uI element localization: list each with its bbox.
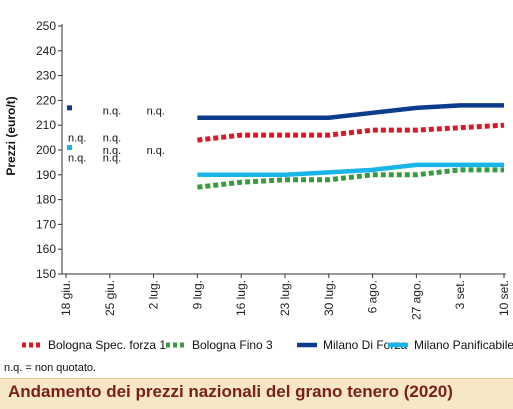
y-tick-label: 160 <box>36 242 56 256</box>
y-tick-label: 150 <box>36 267 56 281</box>
y-axis-label: Prezzi (euro/t) <box>4 96 18 175</box>
series-line-0 <box>197 122 505 143</box>
footnote: n.q. = non quotato. <box>4 362 97 374</box>
y-tick-label: 210 <box>36 118 56 132</box>
legend-label: Bologna Spec. forza 1 <box>48 338 166 352</box>
x-tick-label: 18 giu. <box>59 280 73 316</box>
data-point <box>67 145 72 151</box>
legend-label: Bologna Fino 3 <box>192 338 273 352</box>
y-tick-label: 170 <box>36 217 56 231</box>
y-tick-label: 220 <box>36 93 56 107</box>
y-tick-label: 250 <box>36 19 56 33</box>
x-tick-label: 16 lug. <box>234 280 248 316</box>
x-tick-label: 10 set. <box>497 280 511 316</box>
nq-label: n.q. <box>147 145 165 157</box>
y-tick-labels: 150 160 170 180 190 200 210 220 230 240 250 <box>36 19 62 281</box>
title-bar: Andamento dei prezzi nazionali del grano… <box>0 378 513 409</box>
x-tick-label: 9 lug. <box>190 280 204 309</box>
nq-label: n.q. <box>68 133 86 145</box>
x-tick-label: 27 ago. <box>409 280 423 320</box>
y-tick-label: 180 <box>36 193 56 207</box>
legend-label: Milano Di Forza <box>323 338 407 352</box>
x-tick-label: 30 lug. <box>322 280 336 316</box>
nq-label: n.q. <box>103 105 121 117</box>
series-line-2 <box>197 103 504 121</box>
y-tick-label: 200 <box>36 143 56 157</box>
series-lines <box>67 103 505 190</box>
data-point <box>67 105 72 111</box>
y-tick-label: 240 <box>36 44 56 58</box>
nq-label: n.q. <box>103 133 121 145</box>
x-tick-labels: 18 giu. 25 giu. 2 lug. 9 lug. 16 lug. 23 lug.… <box>59 274 511 320</box>
x-tick-label: 6 ago. <box>366 280 380 313</box>
nq-label: n.q. <box>68 152 86 164</box>
nq-annotations: n.q. n.q.n.q. n.q.n.q. n.q.n.q.n.q. <box>68 105 165 164</box>
legend: Bologna Spec. forza 1 Bologna Fino 3 Milan… <box>22 338 513 352</box>
chart-axes <box>61 24 506 275</box>
x-tick-label: 2 lug. <box>147 280 161 309</box>
price-chart: 150 160 170 180 190 200 210 220 230 240 250 18 giu… <box>4 19 513 352</box>
nq-label: n.q. <box>147 105 165 117</box>
y-tick-label: 190 <box>36 168 56 182</box>
chart-title: Andamento dei prezzi nazionali del grano… <box>8 382 453 401</box>
series-line-1 <box>197 167 504 190</box>
legend-label: Milano Panificabile <box>414 338 513 352</box>
x-tick-label: 25 giu. <box>103 280 117 316</box>
series-line-3 <box>197 162 504 178</box>
nq-label: n.q. <box>103 152 121 164</box>
y-tick-label: 230 <box>36 69 56 83</box>
nq-label: n.q. <box>103 145 121 157</box>
x-tick-label: 3 set. <box>453 280 467 309</box>
x-tick-label: 23 lug. <box>278 280 292 316</box>
